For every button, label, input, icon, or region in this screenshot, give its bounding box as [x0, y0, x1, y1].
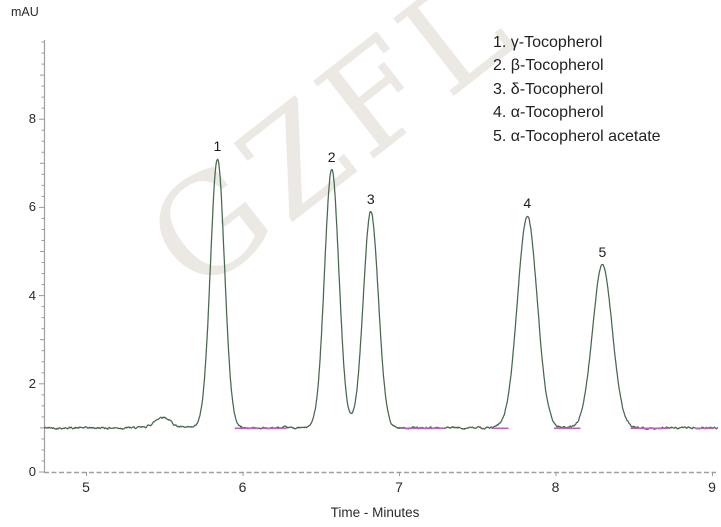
x-tick-label: 9: [708, 479, 716, 495]
y-tick-label: 4: [28, 287, 36, 303]
peak-number-label: 5: [598, 243, 607, 260]
y-tick-label: 0: [28, 464, 36, 479]
x-tick-label: 8: [551, 479, 560, 495]
peak-number-label: 2: [327, 148, 336, 165]
chromatogram-trace: [43, 158, 719, 431]
x-axis-title: Time - Minutes: [330, 505, 420, 520]
peak-number-label: 1: [213, 137, 222, 154]
legend-item: 1. γ-Tocopherol: [493, 34, 603, 51]
y-tick-label: 6: [28, 199, 36, 215]
x-tick-label: 5: [82, 479, 90, 495]
peak-legend: 1. γ-Tocopherol 2. β-Tocopherol 3. δ-Toc…: [493, 31, 661, 148]
y-axis-title: mAU: [11, 5, 39, 19]
legend-item: 3. δ-Tocopherol: [493, 80, 604, 98]
y-tick-label: 8: [28, 111, 36, 127]
legend-item: 2. β-Tocopherol: [493, 57, 604, 75]
x-tick-label: 6: [238, 479, 247, 495]
legend-item: 4. α-Tocopherol: [493, 104, 604, 122]
peak-number-label: 4: [523, 195, 532, 212]
y-tick-label: 2: [28, 375, 36, 391]
x-tick-label: 7: [395, 479, 403, 495]
peak-number-label: 3: [366, 190, 375, 207]
legend-item: 5. α-Tocopherol acetate: [493, 127, 661, 145]
